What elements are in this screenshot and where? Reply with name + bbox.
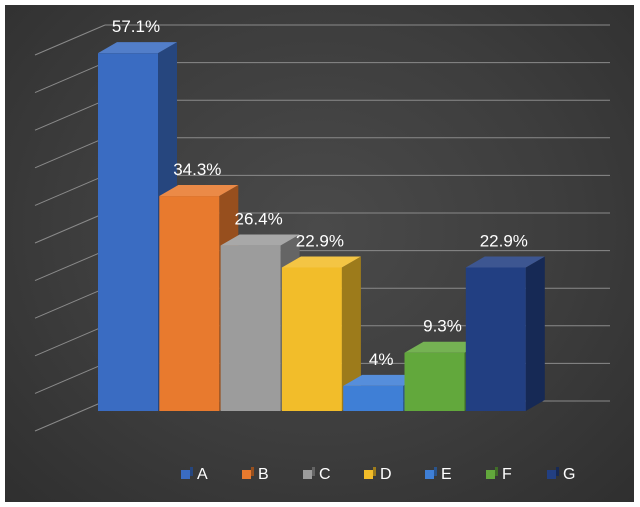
legend-label-F: F	[502, 466, 512, 483]
bar-front	[281, 267, 342, 411]
legend-swatch-side	[312, 467, 315, 476]
legend-label-A: A	[197, 466, 208, 483]
bar-front	[98, 53, 158, 411]
data-label-D: 22.9%	[296, 231, 344, 250]
bar-front	[343, 385, 404, 411]
legend-swatch	[425, 470, 434, 479]
legend-item-G: G	[547, 466, 575, 483]
legend-swatch-side	[556, 467, 559, 476]
bar-top	[220, 234, 300, 246]
bar-chart: 57.1% 34.3% 26.4% 22.9% 4% 9.3% 22.9% A B C D E F G	[34, 17, 610, 483]
gridline	[34, 137, 610, 169]
legend-label-G: G	[563, 466, 575, 483]
bar-G	[465, 256, 545, 411]
bar-front	[159, 196, 220, 411]
chart-frame: 57.1% 34.3% 26.4% 22.9% 4% 9.3% 22.9% A B C D E F G	[5, 5, 634, 502]
bar-top	[404, 341, 484, 353]
legend-swatch	[242, 470, 251, 479]
legend-item-F: F	[486, 466, 512, 483]
data-label-A: 57.1%	[112, 17, 160, 36]
legend-swatch	[364, 470, 373, 479]
gridline	[34, 99, 610, 131]
data-labels: 57.1% 34.3% 26.4% 22.9% 4% 9.3% 22.9%	[112, 17, 528, 369]
bar-D	[281, 256, 361, 411]
bar-top	[343, 374, 423, 386]
legend-item-A: A	[181, 466, 208, 483]
legend-label-E: E	[441, 466, 452, 483]
data-label-F: 9.3%	[423, 317, 462, 336]
bar-front	[220, 245, 281, 411]
legend: A B C D E F G	[181, 466, 575, 483]
legend-item-B: B	[242, 466, 269, 483]
legend-swatch	[486, 470, 495, 479]
data-label-E: 4%	[369, 350, 394, 369]
legend-swatch-side	[495, 467, 498, 476]
legend-item-C: C	[303, 466, 331, 483]
bar-top	[98, 42, 177, 54]
data-label-B: 34.3%	[173, 160, 221, 179]
gridline	[34, 174, 610, 206]
legend-label-C: C	[319, 466, 331, 483]
bar-top	[159, 185, 239, 197]
gridline	[34, 62, 610, 94]
gridline	[34, 24, 610, 56]
legend-swatch-side	[373, 467, 376, 476]
legend-swatch	[547, 470, 556, 479]
legend-swatch-side	[190, 467, 193, 476]
bar-front	[404, 352, 465, 411]
bars	[98, 42, 545, 411]
bar-side	[525, 256, 545, 411]
legend-swatch	[303, 470, 312, 479]
bar-side	[341, 256, 361, 411]
data-label-C: 26.4%	[234, 210, 282, 229]
legend-label-B: B	[258, 466, 269, 483]
legend-swatch-side	[434, 467, 437, 476]
bar-top	[281, 256, 361, 268]
legend-item-D: D	[364, 466, 392, 483]
bar-front	[465, 267, 526, 411]
bar-top	[465, 256, 545, 268]
legend-swatch-side	[251, 467, 254, 476]
legend-swatch	[181, 470, 190, 479]
legend-label-D: D	[380, 466, 392, 483]
legend-item-E: E	[425, 466, 452, 483]
data-label-G: 22.9%	[480, 231, 528, 250]
